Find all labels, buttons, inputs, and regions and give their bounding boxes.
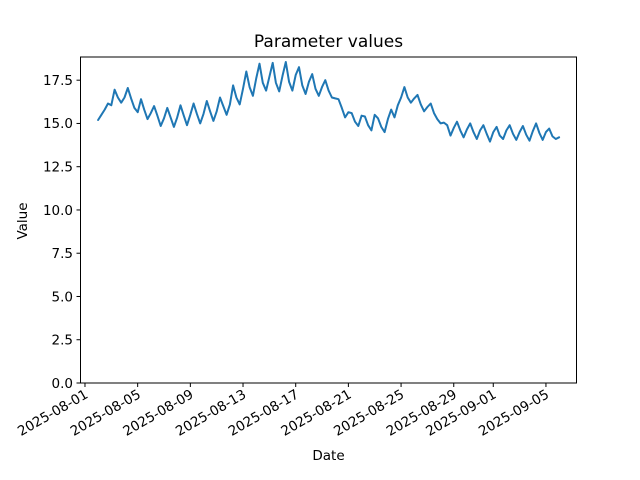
y-tick-label: 7.5: [52, 246, 73, 262]
chart-title: Parameter values: [253, 32, 404, 52]
y-tick-label: 17.5: [43, 73, 73, 89]
y-tick-label: 2.5: [52, 333, 73, 349]
y-tick-label: 10.0: [43, 203, 73, 219]
data-line: [97, 61, 561, 143]
y-tick-label: 12.5: [43, 160, 73, 176]
y-tick-label: 5.0: [52, 289, 73, 305]
x-axis-label: Date: [312, 448, 345, 464]
y-tick-label: 0.0: [52, 376, 73, 392]
y-tick-label: 15.0: [43, 116, 73, 132]
axes-frame: [80, 56, 577, 384]
